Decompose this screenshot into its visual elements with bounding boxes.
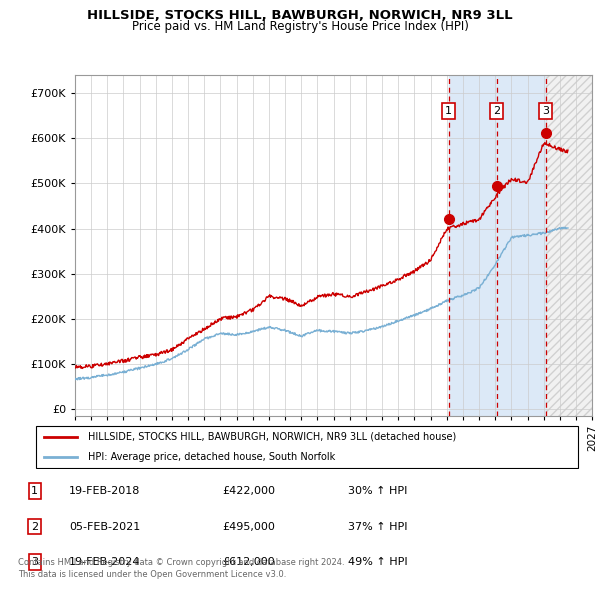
Text: 3: 3	[31, 557, 38, 567]
FancyBboxPatch shape	[36, 426, 578, 468]
Text: 37% ↑ HPI: 37% ↑ HPI	[348, 522, 407, 532]
Text: 19-FEB-2018: 19-FEB-2018	[69, 486, 140, 496]
Text: 19-FEB-2024: 19-FEB-2024	[69, 557, 140, 567]
Text: HILLSIDE, STOCKS HILL, BAWBURGH, NORWICH, NR9 3LL (detached house): HILLSIDE, STOCKS HILL, BAWBURGH, NORWICH…	[88, 432, 456, 442]
Text: £495,000: £495,000	[222, 522, 275, 532]
Text: 49% ↑ HPI: 49% ↑ HPI	[348, 557, 407, 567]
Bar	[449, 75, 545, 416]
Text: £422,000: £422,000	[222, 486, 275, 496]
Text: Price paid vs. HM Land Registry's House Price Index (HPI): Price paid vs. HM Land Registry's House …	[131, 20, 469, 33]
Text: Contains HM Land Registry data © Crown copyright and database right 2024.
This d: Contains HM Land Registry data © Crown c…	[18, 558, 344, 579]
Text: 3: 3	[542, 106, 549, 116]
Text: 1: 1	[445, 106, 452, 116]
Text: 30% ↑ HPI: 30% ↑ HPI	[348, 486, 407, 496]
Text: £612,000: £612,000	[222, 557, 275, 567]
Text: 2: 2	[493, 106, 500, 116]
Text: HPI: Average price, detached house, South Norfolk: HPI: Average price, detached house, Sout…	[88, 452, 335, 462]
Text: HILLSIDE, STOCKS HILL, BAWBURGH, NORWICH, NR9 3LL: HILLSIDE, STOCKS HILL, BAWBURGH, NORWICH…	[87, 9, 513, 22]
Text: 2: 2	[31, 522, 38, 532]
Text: 1: 1	[31, 486, 38, 496]
Bar	[545, 75, 592, 416]
Text: 05-FEB-2021: 05-FEB-2021	[69, 522, 140, 532]
